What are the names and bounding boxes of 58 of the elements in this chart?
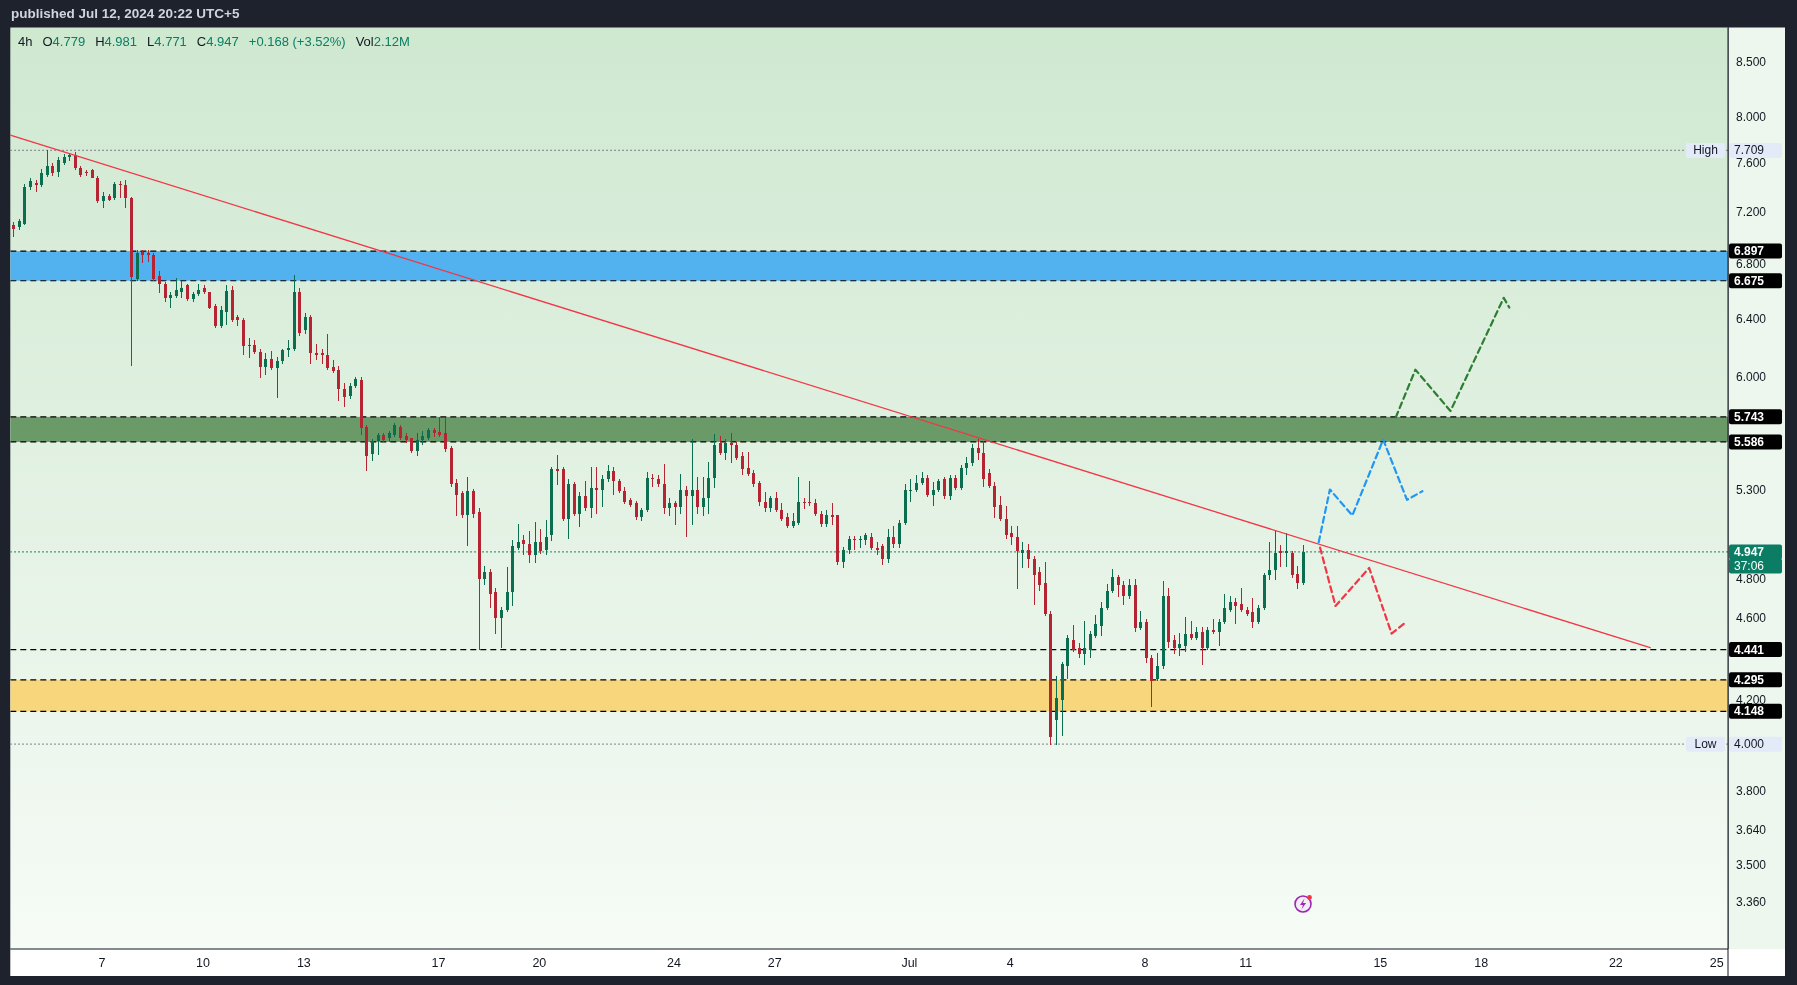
ref-line-label: 5.743 bbox=[1734, 409, 1765, 424]
x-tick-label: 18 bbox=[1474, 956, 1489, 970]
x-tick-label: Jul bbox=[901, 956, 918, 970]
y-tick-label: 4.600 bbox=[1736, 610, 1767, 625]
candlestick bbox=[556, 455, 559, 485]
x-tick-label: 7 bbox=[98, 956, 106, 970]
y-tick-label: 7.200 bbox=[1736, 205, 1767, 220]
line-series bbox=[1394, 296, 1511, 419]
y-tick-label: 3.640 bbox=[1736, 822, 1767, 837]
y-tick-label: 7.600 bbox=[1736, 156, 1767, 171]
ref-line-label: 6.675 bbox=[1734, 273, 1765, 288]
ref-line-label: 4.148 bbox=[1734, 704, 1765, 719]
text: published Jul 12, 2024 20:22 UTC+5 bbox=[11, 6, 240, 21]
y-tick-label: 6.400 bbox=[1736, 311, 1767, 326]
annotation: C4.947 bbox=[196, 34, 239, 49]
ref-line-label: 4.295 bbox=[1734, 672, 1765, 687]
annotation: L4.771 bbox=[147, 34, 187, 49]
ref-line-label: 5.586 bbox=[1734, 434, 1765, 449]
text: 4h bbox=[18, 34, 33, 49]
x-tick-label: 25 bbox=[1709, 956, 1724, 970]
x-tick-label: 22 bbox=[1608, 956, 1623, 970]
x-tick-label: 17 bbox=[431, 956, 446, 970]
x-tick-label: 15 bbox=[1373, 956, 1388, 970]
line-series bbox=[1319, 546, 1406, 635]
annotation: O4.779 bbox=[42, 34, 86, 49]
ref-line-label: 4.947 bbox=[1734, 544, 1765, 559]
x-tick-label: 4 bbox=[1006, 956, 1014, 970]
candlestick bbox=[730, 432, 733, 464]
annotation: Vol2.12M bbox=[355, 34, 410, 49]
y-tick-label: 3.800 bbox=[1736, 783, 1767, 798]
y-tick-label: 6.000 bbox=[1736, 370, 1767, 385]
x-tick-label: 27 bbox=[767, 956, 782, 970]
x-tick-label: 20 bbox=[532, 956, 547, 970]
y-tick-label: 8.000 bbox=[1736, 109, 1767, 124]
candlestick bbox=[595, 467, 598, 515]
y-tick-label: 4.800 bbox=[1736, 572, 1767, 587]
x-tick-label: 24 bbox=[666, 956, 681, 970]
y-tick-label: 8.500 bbox=[1736, 54, 1767, 69]
x-tick-label: 8 bbox=[1141, 956, 1149, 970]
ref-line-label: 7.709 bbox=[1734, 143, 1765, 158]
y-tick-label: 5.300 bbox=[1736, 482, 1767, 497]
ref-line-label: 4.441 bbox=[1734, 642, 1765, 657]
annotation: H4.981 bbox=[95, 34, 138, 49]
candlestick bbox=[1279, 545, 1282, 567]
x-tick-label: 10 bbox=[195, 956, 210, 970]
text: 37:06 bbox=[1734, 558, 1765, 573]
y-tick-label: 3.500 bbox=[1736, 858, 1767, 873]
line-series bbox=[1317, 438, 1424, 544]
annotation: High bbox=[1693, 143, 1718, 158]
annotation: +0.168 (+3.52%) bbox=[248, 34, 346, 49]
y-tick-label: 3.360 bbox=[1736, 895, 1767, 910]
ref-line-label: 4.000 bbox=[1734, 737, 1765, 752]
ref-line-label: 6.897 bbox=[1734, 244, 1765, 259]
y-tick-label: 6.800 bbox=[1736, 256, 1767, 271]
x-tick-label: 11 bbox=[1239, 956, 1253, 970]
x-tick-label: 13 bbox=[296, 956, 311, 970]
candlestick bbox=[831, 502, 834, 525]
annotation: Low bbox=[1694, 737, 1717, 752]
